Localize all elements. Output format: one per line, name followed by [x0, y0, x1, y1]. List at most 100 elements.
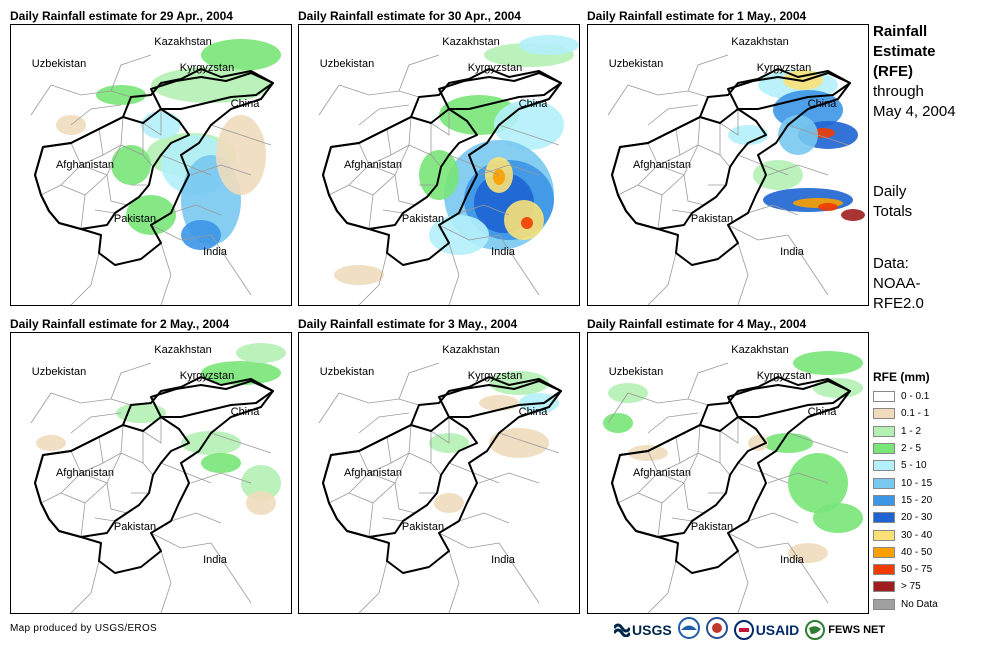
region-boundary	[338, 392, 420, 406]
region-boundary	[70, 560, 100, 613]
region-boundary	[747, 204, 799, 216]
rainfall-area	[201, 39, 281, 71]
side-title-line5: May 4, 2004	[873, 103, 956, 120]
province-boundary	[142, 417, 162, 444]
region-boundary	[190, 164, 252, 176]
region-boundary	[30, 84, 52, 116]
place-label-china: China	[231, 406, 261, 418]
place-label-afghanistan: Afghanistan	[344, 159, 402, 171]
map-canvas: Kazakhstan Uzbekistan Kyrgyzstan China Afgha…	[318, 35, 579, 305]
place-label-china: China	[808, 98, 838, 110]
afghanistan-border	[322, 108, 478, 230]
kyrgyzstan-border	[727, 72, 851, 110]
province-boundary	[671, 209, 693, 214]
province-boundary	[408, 452, 442, 476]
place-label-china: China	[231, 98, 261, 110]
province-boundary	[382, 517, 404, 522]
place-label-india: India	[491, 554, 516, 566]
legend-swatch	[873, 494, 895, 506]
province-boundary	[657, 194, 663, 230]
region-boundary	[448, 242, 460, 305]
rainfall-area	[493, 169, 505, 185]
place-label-kazakhstan: Kazakhstan	[731, 344, 788, 356]
rainfall-area	[246, 491, 276, 515]
region-boundary	[448, 550, 460, 613]
region-boundary	[498, 124, 560, 146]
logo-strip: USGS USAID FEWS NET	[614, 616, 885, 644]
place-label-uzbekistan: Uzbekistan	[320, 366, 374, 378]
side-daily-line1: Daily	[873, 183, 907, 200]
place-label-kazakhstan: Kazakhstan	[154, 344, 211, 356]
side-title-line4: through	[873, 83, 924, 100]
rainfall-area	[603, 413, 633, 433]
place-label-pakistan: Pakistan	[114, 521, 156, 533]
place-label-china: China	[519, 406, 549, 418]
legend-swatch	[873, 460, 895, 472]
region-boundary	[50, 84, 132, 98]
province-boundary	[368, 194, 374, 230]
region-boundary	[627, 84, 709, 98]
legend-swatch	[873, 408, 895, 420]
region-boundary	[50, 392, 132, 406]
place-label-kazakhstan: Kazakhstan	[442, 36, 499, 48]
region-boundary	[737, 242, 749, 305]
panel-title-5: Daily Rainfall estimate for 3 May., 2004	[298, 317, 518, 331]
region-boundary	[398, 54, 440, 92]
side-data-line3: RFE2.0	[873, 295, 924, 312]
map-canvas: Kazakhstan Uzbekistan Kyrgyzstan China Afgha…	[30, 36, 281, 305]
region-boundary	[318, 84, 340, 116]
legend-swatch	[873, 546, 895, 558]
region-boundary	[150, 224, 212, 241]
region-boundary	[438, 532, 500, 549]
rainfall-area	[181, 431, 241, 455]
place-label-china: China	[808, 406, 838, 418]
legend-item: 0 - 0.1	[873, 388, 938, 405]
side-title: Rainfall Estimate (RFE) through May 4, 2…	[873, 22, 956, 122]
legend-item: 20 - 30	[873, 509, 938, 526]
rainfall-area	[479, 395, 519, 411]
legend-swatch	[873, 581, 895, 593]
province-boundary	[683, 482, 705, 514]
province-boundary	[328, 184, 350, 196]
region-boundary	[160, 242, 172, 305]
legend-label: 5 - 10	[901, 460, 927, 472]
doc-seal-icon	[705, 616, 728, 644]
legend-label: 15 - 20	[901, 494, 933, 506]
rainfall-area	[788, 453, 848, 513]
map-canvas: Kazakhstan Uzbekistan Kyrgyzstan China Afgha…	[318, 344, 562, 613]
legend-label: > 75	[901, 581, 921, 593]
region-boundary	[110, 54, 152, 92]
afghanistan-border	[322, 416, 478, 538]
map-canvas: Kazakhstan Uzbekistan Kyrgyzstan China Afgha…	[603, 344, 863, 613]
region-boundary	[607, 392, 629, 424]
region-boundary	[647, 252, 677, 305]
legend-label: 1 - 2	[901, 425, 922, 437]
province-boundary	[80, 194, 86, 230]
region-outline	[611, 376, 851, 574]
kyrgyzstan-border	[438, 72, 562, 110]
province-boundary	[430, 417, 450, 444]
legend-item: 50 - 75	[873, 561, 938, 578]
region-outline	[34, 68, 274, 266]
place-label-kazakhstan: Kazakhstan	[442, 344, 499, 356]
side-data-line1: Data:	[873, 255, 909, 272]
region-boundary	[210, 542, 252, 604]
fewsnet-logo: FEWS NET	[805, 620, 885, 640]
region-boundary	[30, 392, 52, 424]
province-boundary	[80, 502, 86, 538]
province-boundary	[617, 184, 639, 196]
rainfall-area	[201, 453, 241, 473]
legend-item: > 75	[873, 578, 938, 595]
place-label-afghanistan: Afghanistan	[633, 159, 691, 171]
rainfall-area	[818, 203, 838, 211]
legend-label: No Data	[901, 598, 938, 610]
region-boundary	[727, 224, 789, 241]
rainfall-area	[841, 209, 865, 221]
region-boundary	[727, 532, 789, 549]
place-label-kazakhstan: Kazakhstan	[154, 36, 211, 48]
rainfall-area	[116, 403, 166, 423]
region-boundary	[398, 362, 440, 400]
region-boundary	[737, 550, 749, 613]
legend-swatch	[873, 512, 895, 524]
legend-swatch	[873, 598, 895, 610]
